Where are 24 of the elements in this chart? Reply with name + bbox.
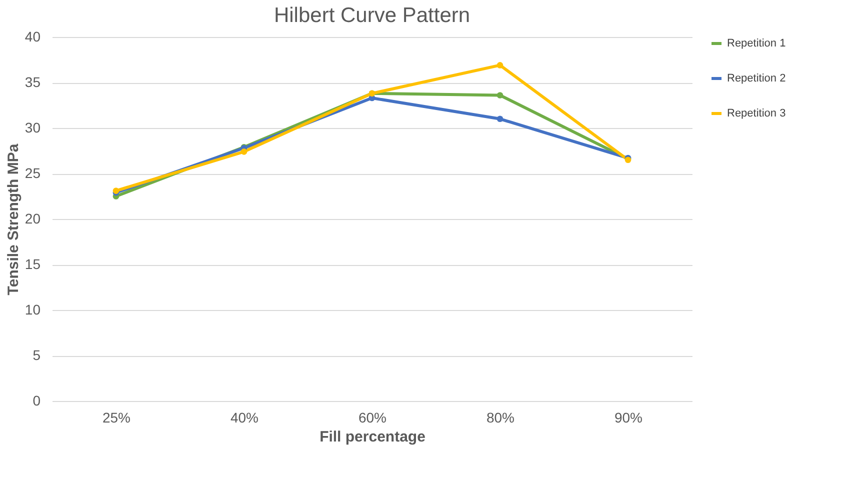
y-tick-label: 0 [32, 392, 41, 408]
y-tick-label: 20 [24, 210, 41, 226]
y-axis-title: Tensile Strength MPa [4, 143, 22, 296]
point [496, 62, 504, 68]
y-tick-label: 30 [24, 120, 41, 136]
legend-label: Repetition 3 [727, 108, 786, 120]
y-tick-label: 35 [24, 74, 41, 90]
x-tick-label: 90% [614, 410, 643, 426]
x-tick-label: 25% [102, 410, 131, 426]
x-tick-label: 60% [358, 410, 387, 426]
point [240, 148, 248, 155]
legend-label: Repetition 1 [727, 38, 786, 50]
y-tick-label: 40 [24, 28, 41, 44]
y-tick-label: 15 [24, 256, 41, 272]
point [496, 92, 504, 98]
chart-title: Hilbert Curve Pattern [274, 4, 470, 27]
point [496, 116, 504, 122]
x-tick-label: 40% [230, 410, 259, 426]
y-tick-label: 25 [24, 165, 41, 181]
x-tick-label: 80% [486, 410, 515, 426]
y-tick-label: 5 [32, 347, 41, 363]
y-tick-label: 10 [24, 302, 41, 318]
legend-label: Repetition 2 [727, 72, 786, 84]
x-axis-title: Fill percentage [320, 428, 426, 446]
